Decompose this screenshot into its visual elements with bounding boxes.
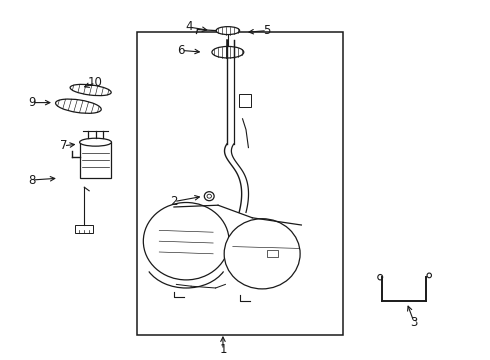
Ellipse shape (204, 192, 214, 201)
Text: 4: 4 (185, 21, 193, 33)
Ellipse shape (212, 46, 244, 58)
Bar (267, 250, 278, 257)
Ellipse shape (224, 219, 300, 289)
Ellipse shape (79, 138, 111, 146)
Text: 5: 5 (263, 24, 271, 37)
Bar (239, 94, 251, 107)
Ellipse shape (70, 84, 111, 96)
Ellipse shape (216, 27, 240, 35)
Bar (79, 142, 112, 178)
Text: 8: 8 (28, 174, 36, 186)
Text: 3: 3 (410, 316, 418, 329)
Ellipse shape (143, 202, 229, 280)
Text: 2: 2 (170, 195, 178, 208)
Text: 1: 1 (219, 343, 227, 356)
Text: 6: 6 (177, 44, 185, 57)
Bar (137, 32, 343, 335)
Text: 9: 9 (28, 96, 36, 109)
Ellipse shape (55, 99, 101, 113)
Bar (75, 225, 93, 233)
Text: 7: 7 (60, 139, 68, 152)
Text: 10: 10 (88, 76, 103, 89)
